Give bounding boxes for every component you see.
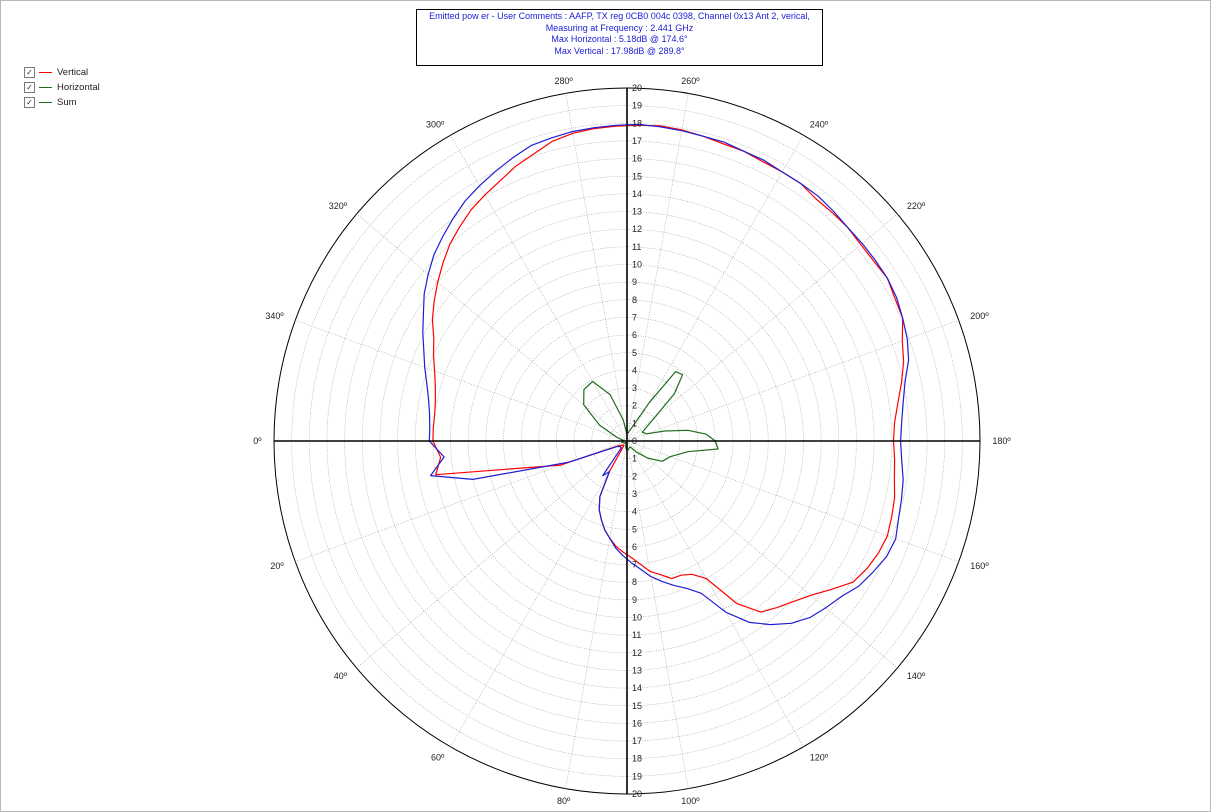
radial-tick-label-up-11: 11 [632,242,641,252]
angle-label-40: 40º [334,671,348,681]
angle-label-240: 240º [810,120,829,130]
radial-tick-label-down-12: 12 [632,648,642,658]
grid-spoke-60 [450,440,628,747]
angle-label-320: 320º [329,201,348,211]
radial-tick-label-down-9: 9 [632,595,637,605]
radial-tick-label-up-6: 6 [632,330,637,340]
radial-tick-label-down-10: 10 [632,613,642,623]
angle-label-300: 300º [426,120,445,130]
series-line-vertical [431,124,905,613]
radial-tick-label-up-15: 15 [632,171,642,181]
angle-label-120: 120º [810,752,829,762]
label-layer: 1234567891011121314151617181920123456789… [253,76,1011,806]
title-line-1: Emitted pow er - User Comments : AAFP, T… [429,11,810,21]
title-line-2: Measuring at Frequency : 2.441 GHz [545,22,694,33]
radial-tick-label-down-15: 15 [632,701,642,711]
radial-tick-label-down-3: 3 [632,489,637,499]
angle-label-160: 160º [970,561,989,571]
radial-tick-label-down-6: 6 [632,542,637,552]
radial-tick-label-up-12: 12 [632,224,642,234]
angle-label-280: 280º [554,76,573,86]
radial-tick-label-up-20: 20 [632,83,642,93]
radial-tick-label-down-4: 4 [632,507,637,517]
radial-tick-label-down-11: 11 [632,630,641,640]
radial-tick-label-up-5: 5 [632,348,637,358]
legend-label-vertical: Vertical [57,67,89,78]
radial-tick-label-up-7: 7 [632,312,637,322]
legend-checkbox-sum[interactable]: ✓ [24,97,35,108]
legend-swatch-sum [39,102,52,103]
grid-spoke-120 [626,440,804,747]
radial-tick-label-up-10: 10 [632,260,642,270]
angle-label-260: 260º [681,76,700,86]
series-layer [422,123,910,626]
radial-tick-label-up-18: 18 [632,118,642,128]
radial-tick-label-down-1: 1 [632,454,637,464]
angle-label-200: 200º [970,311,989,321]
angle-label-0: 0º [253,436,262,446]
title-line-4: Max Vertical : 17.98dB @ 289.8° [554,45,685,56]
grid-spoke-320 [356,213,628,442]
grid-spoke-240 [626,135,804,442]
radial-tick-label-up-17: 17 [632,136,642,146]
angle-label-340: 340º [265,311,284,321]
angle-label-80: 80º [557,796,571,806]
radial-tick-label-down-5: 5 [632,524,637,534]
radial-tick-label-up-8: 8 [632,295,637,305]
angle-label-20: 20º [270,561,284,571]
radial-tick-label-up-1: 1 [632,418,637,428]
radial-tick-label-down-2: 2 [632,471,637,481]
radial-tick-label-up-16: 16 [632,154,642,164]
radial-tick-label-up-3: 3 [632,383,637,393]
series-line-sum [422,123,910,626]
legend-item-vertical: ✓ Vertical [24,65,100,80]
angle-label-140: 140º [907,671,926,681]
legend-checkbox-vertical[interactable]: ✓ [24,67,35,78]
radial-tick-label-up-4: 4 [632,365,637,375]
radial-tick-label-down-20: 20 [632,789,642,799]
radial-tick-label-up-19: 19 [632,101,642,111]
radial-tick-label-up-13: 13 [632,207,642,217]
radial-tick-label-down-14: 14 [632,683,642,693]
legend-swatch-vertical [39,72,52,73]
angle-label-220: 220º [907,201,926,211]
chart-title-box: Emitted pow er - User Comments : AAFP, T… [416,9,823,66]
legend-label-sum: Sum [57,97,77,108]
radial-tick-label-up-2: 2 [632,401,637,411]
radial-tick-label-down-8: 8 [632,577,637,587]
radial-tick-label-down-16: 16 [632,718,642,728]
legend-label-horizontal: Horizontal [57,82,100,93]
title-line-3: Max Horizontal : 5.18dB @ 174.6° [551,34,688,44]
angle-label-100: 100º [681,796,700,806]
angle-label-180: 180º [992,436,1011,446]
angle-label-60: 60º [431,752,445,762]
radial-tick-label-down-17: 17 [632,736,642,746]
radial-tick-label-down-13: 13 [632,665,642,675]
radial-tick-label-up-9: 9 [632,277,637,287]
radial-tick-label-zero: 0 [632,436,637,446]
radial-tick-label-down-19: 19 [632,771,642,781]
axis-layer [274,88,980,794]
grid-spoke-40 [356,440,628,669]
radial-tick-label-up-14: 14 [632,189,642,199]
legend-checkbox-horizontal[interactable]: ✓ [24,82,35,93]
legend-item-sum: ✓ Sum [24,95,100,110]
legend-swatch-horizontal [39,87,52,88]
legend-item-horizontal: ✓ Horizontal [24,80,100,95]
radial-tick-label-down-18: 18 [632,754,642,764]
series-line-horizontal [583,371,719,462]
grid-spoke-300 [450,135,628,442]
radial-tick-label-down-7: 7 [632,560,637,570]
legend: ✓ Vertical ✓ Horizontal ✓ Sum [24,65,100,110]
